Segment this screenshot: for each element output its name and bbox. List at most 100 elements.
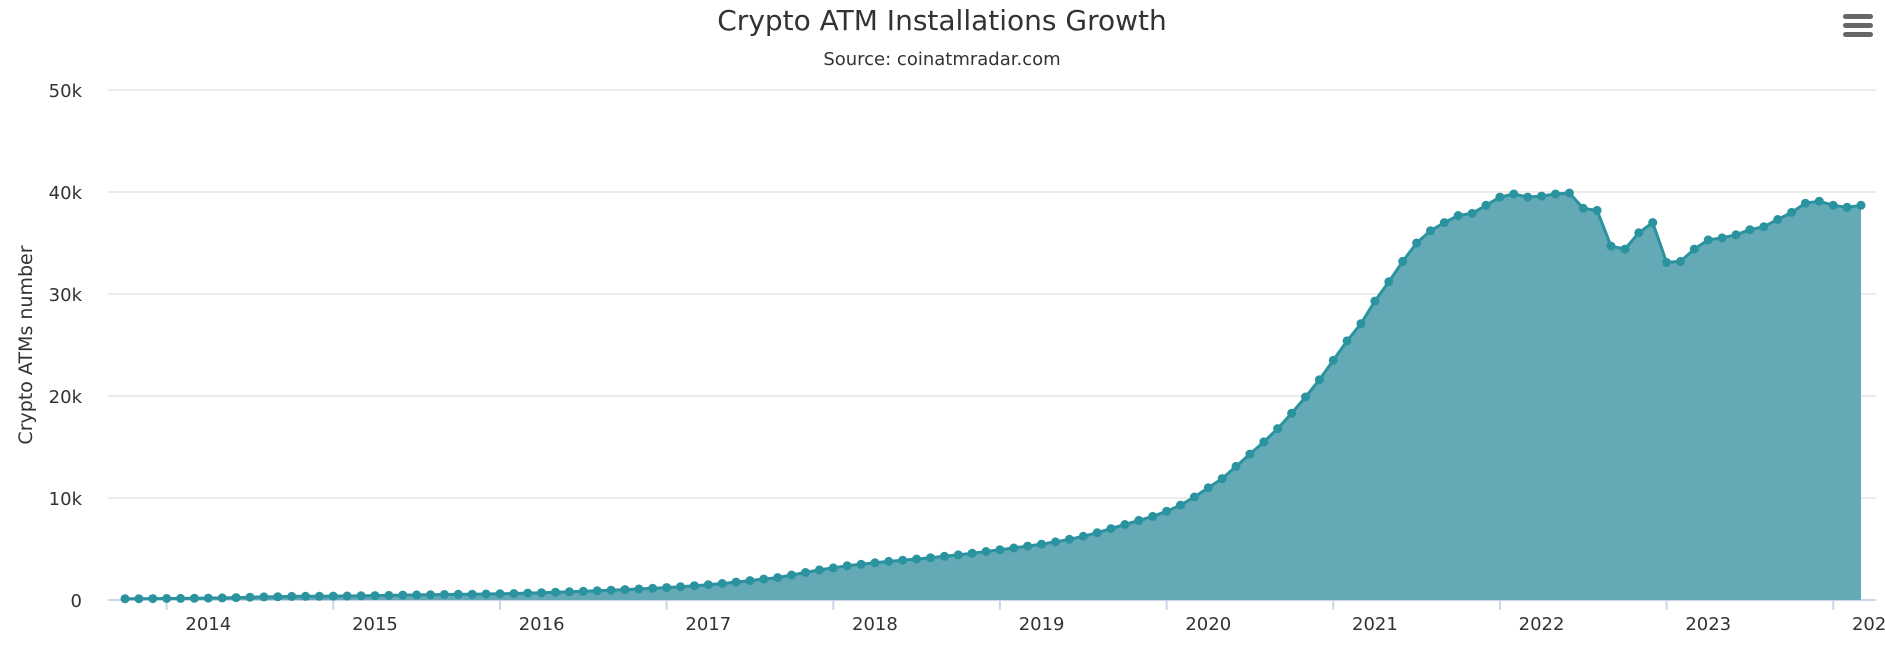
- data-point[interactable]: [509, 589, 519, 598]
- data-point[interactable]: [1356, 319, 1366, 329]
- data-point[interactable]: [495, 589, 505, 599]
- data-point[interactable]: [926, 553, 935, 563]
- data-point[interactable]: [1092, 528, 1102, 538]
- data-point[interactable]: [1412, 238, 1422, 248]
- data-point[interactable]: [551, 587, 560, 597]
- data-point[interactable]: [578, 586, 588, 596]
- data-point[interactable]: [745, 576, 755, 586]
- data-point[interactable]: [1676, 256, 1685, 266]
- data-point[interactable]: [148, 594, 158, 604]
- data-point[interactable]: [1051, 537, 1060, 547]
- data-point[interactable]: [1023, 541, 1033, 551]
- data-point[interactable]: [273, 592, 283, 602]
- data-point[interactable]: [1662, 257, 1672, 267]
- data-point[interactable]: [787, 570, 797, 580]
- data-point[interactable]: [1176, 500, 1185, 510]
- data-point[interactable]: [314, 591, 324, 601]
- data-point[interactable]: [1509, 189, 1519, 199]
- data-point[interactable]: [1495, 192, 1505, 202]
- data-point[interactable]: [939, 551, 949, 561]
- data-point[interactable]: [870, 558, 880, 568]
- data-point[interactable]: [995, 545, 1005, 555]
- data-point[interactable]: [884, 556, 894, 566]
- data-point[interactable]: [1342, 336, 1352, 346]
- data-point[interactable]: [1398, 256, 1408, 266]
- data-point[interactable]: [287, 591, 297, 601]
- data-point[interactable]: [1814, 196, 1824, 206]
- data-point[interactable]: [912, 554, 922, 564]
- data-point[interactable]: [231, 593, 241, 603]
- data-point[interactable]: [1064, 534, 1074, 544]
- data-point[interactable]: [1648, 218, 1658, 228]
- data-point[interactable]: [703, 580, 713, 590]
- data-point[interactable]: [1703, 235, 1713, 245]
- data-point[interactable]: [1301, 392, 1310, 402]
- data-point[interactable]: [1287, 408, 1297, 418]
- data-point[interactable]: [1787, 207, 1797, 217]
- data-point[interactable]: [1162, 506, 1172, 516]
- data-point[interactable]: [481, 589, 491, 599]
- data-point[interactable]: [426, 590, 435, 600]
- data-point[interactable]: [1745, 225, 1755, 235]
- data-point[interactable]: [189, 593, 199, 603]
- data-point[interactable]: [1203, 483, 1213, 493]
- data-point[interactable]: [1231, 461, 1241, 471]
- data-point[interactable]: [342, 591, 352, 601]
- data-point[interactable]: [1523, 192, 1533, 202]
- data-point[interactable]: [301, 591, 310, 601]
- data-point[interactable]: [717, 579, 727, 588]
- data-point[interactable]: [467, 589, 477, 599]
- data-point[interactable]: [1259, 437, 1269, 447]
- data-point[interactable]: [1384, 277, 1394, 287]
- data-point[interactable]: [370, 591, 380, 601]
- data-point[interactable]: [1606, 241, 1616, 251]
- data-point[interactable]: [1467, 208, 1477, 218]
- data-point[interactable]: [898, 555, 908, 565]
- data-point[interactable]: [356, 591, 366, 601]
- data-point[interactable]: [1842, 202, 1852, 212]
- data-point[interactable]: [648, 583, 658, 593]
- data-point[interactable]: [1551, 189, 1560, 199]
- data-point[interactable]: [856, 559, 866, 569]
- data-point[interactable]: [412, 590, 422, 600]
- data-point[interactable]: [453, 589, 463, 599]
- hamburger-menu-icon[interactable]: [1840, 10, 1876, 42]
- data-point[interactable]: [759, 574, 769, 584]
- data-point[interactable]: [1148, 511, 1158, 521]
- data-point[interactable]: [662, 583, 672, 593]
- data-point[interactable]: [328, 591, 338, 601]
- data-point[interactable]: [217, 593, 227, 603]
- data-point[interactable]: [1426, 226, 1435, 236]
- data-point[interactable]: [1189, 492, 1199, 502]
- data-point[interactable]: [981, 547, 991, 556]
- data-point[interactable]: [1800, 198, 1810, 208]
- data-point[interactable]: [245, 592, 255, 602]
- data-point[interactable]: [1592, 205, 1602, 215]
- data-point[interactable]: [1439, 218, 1449, 228]
- data-point[interactable]: [676, 582, 685, 592]
- data-point[interactable]: [134, 594, 144, 604]
- data-point[interactable]: [537, 588, 547, 598]
- data-point[interactable]: [634, 584, 644, 594]
- data-point[interactable]: [620, 585, 630, 595]
- data-point[interactable]: [1578, 203, 1588, 213]
- data-point[interactable]: [592, 586, 602, 596]
- data-point[interactable]: [606, 585, 616, 595]
- data-point[interactable]: [1620, 244, 1630, 254]
- data-point[interactable]: [1134, 515, 1144, 525]
- data-point[interactable]: [398, 590, 408, 600]
- data-point[interactable]: [1564, 188, 1574, 198]
- data-point[interactable]: [953, 550, 963, 560]
- data-point[interactable]: [1759, 222, 1769, 232]
- data-point[interactable]: [120, 594, 130, 604]
- data-point[interactable]: [1537, 191, 1547, 201]
- data-point[interactable]: [814, 565, 824, 575]
- data-point[interactable]: [259, 592, 269, 602]
- data-point[interactable]: [384, 590, 394, 600]
- data-point[interactable]: [1273, 424, 1283, 434]
- data-point[interactable]: [773, 573, 783, 583]
- data-point[interactable]: [1634, 228, 1644, 238]
- data-point[interactable]: [731, 577, 741, 587]
- data-point[interactable]: [1481, 200, 1491, 210]
- data-point[interactable]: [1217, 474, 1227, 484]
